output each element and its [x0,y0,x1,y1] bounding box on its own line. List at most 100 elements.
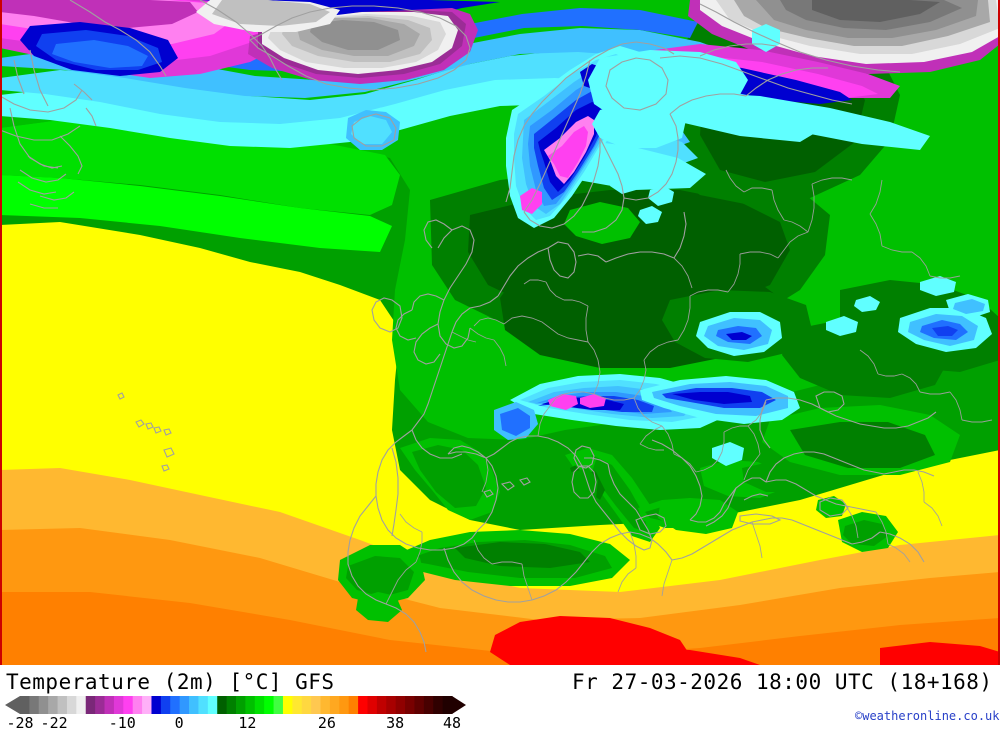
colorbar-cell [282,696,293,714]
colorbar-cell [76,696,87,714]
region-cyan-eastgreenland [690,92,930,150]
colorbar-cell [226,696,237,714]
colorbar-cell [292,696,303,714]
copyright-label: ©weatheronline.co.uk [855,709,1000,723]
colorbar-cell [189,696,199,714]
region-alps-magenta-2 [580,394,606,408]
colorbar-cell [433,696,444,714]
colorbar-cell [367,696,378,714]
region-caucasus-nn-cyan [920,276,956,296]
colorbar-cell [217,696,228,714]
colorbar-cell [264,696,275,714]
region-alps-west2 [500,408,530,436]
valid-datetime: Fr 27-03-2026 18:00 UTC (18+168) [572,670,993,694]
map-left-edge [0,0,2,665]
colorbar-cell [142,696,152,714]
colorbar-cell [386,696,397,714]
colorbar-cell [348,696,359,714]
region-green-morocco-s [356,592,402,622]
region-green-anatolia-s-core [790,422,935,468]
region-red-hot-strip [600,648,760,665]
region-green-brightest [0,175,392,252]
colorbar-tick-label: 38 [386,714,405,732]
colorbar-tick-label: 12 [238,714,257,732]
colorbar-cell [160,696,171,714]
region-dinaric-cyan [712,442,744,466]
colorbar-cell [395,696,406,714]
colorbar-cell [358,696,368,714]
temperature-colorbar: -28 -22 -10 0 12 26 38 48 [0,694,500,733]
colorbar-tick-label: -22 [40,714,68,732]
coastline-layer [0,0,937,653]
colorbar-cell [113,696,124,714]
colorbar-tick-label: -28 [6,714,34,732]
region-finland-cyan2 [648,186,674,206]
colorbar-cell [198,696,209,714]
region-greenland-sw-blue2 [52,40,148,68]
region-sweden-cyan [592,104,686,148]
colorbar-right-arrow [452,696,466,714]
region-turkey-cyan-spot [826,316,858,336]
region-carpathian-arc-deepblue [726,332,752,340]
colorbar-cell [414,696,425,714]
colorbar-cell [320,696,331,714]
colorbar-cell [339,696,350,714]
region-green-anatolia-n [782,320,950,398]
region-caucasus-blue2 [932,326,958,336]
colorbar-tick-label: 26 [317,714,336,732]
colorbar-cell [151,696,162,714]
colorbar-cell [405,696,415,714]
region-greenland-sw-purple [0,0,198,28]
region-green-tunisia [658,498,738,534]
region-finland-cyan3 [638,206,662,224]
colorbar-cell [95,696,106,714]
colorbar-cell [376,696,387,714]
colorbar-cell [20,696,30,714]
colorbar-left-arrow [5,696,20,714]
colorbar-cell [311,696,322,714]
region-green-iberia-n-core [412,445,486,508]
temperature-field [0,0,1000,665]
region-greenland-ice-n2 [212,0,330,26]
colorbar-cell [236,696,246,714]
colorbar-cell [123,696,134,714]
temperature-map [0,0,1000,665]
colorbar-cell [245,696,256,714]
colorbar-cell [423,696,434,714]
colorbar-cell [132,696,143,714]
region-greenland-ne-darkest [812,0,940,22]
map-right-edge [998,0,1000,665]
colorbar-cell [66,696,77,714]
region-orange-hot [0,592,1000,665]
colorbar-cell [442,696,453,714]
colorbar-cell [273,696,284,714]
region-iceland-core [351,116,392,144]
region-red-hot-east [880,642,1000,665]
region-cyan-atlantic-3 [0,28,750,98]
colorbar-cell [254,696,265,714]
colorbar-cell [104,696,115,714]
colorbar-tick-label: 0 [174,714,184,732]
colorbar-tick-label: -10 [108,714,136,732]
region-norway-magenta [548,126,588,178]
colorbar-cell [29,696,40,714]
colorbar-cell [301,696,312,714]
map-title: Temperature (2m) [°C] GFS [6,670,335,694]
colorbar-cell [38,696,49,714]
region-bothnia-cyan [594,148,644,176]
region-turkey-cyan-spot2 [854,296,880,312]
region-green-greece-2 [742,462,806,492]
colorbar-swatches [5,696,466,714]
colorbar-cell [207,696,218,714]
region-carpathian-deepblue [672,392,752,404]
colorbar-cell [57,696,68,714]
region-green-morocco-core [346,556,414,597]
colorbar-cell [170,696,181,714]
region-green-levant-core [843,520,888,546]
colorbar-tick-label: 48 [442,714,462,732]
border-layer [385,169,993,605]
region-bothnia-cyan2 [610,172,638,194]
region-caucasus-n-cyan2 [953,299,985,314]
colorbar-cell [85,696,96,714]
